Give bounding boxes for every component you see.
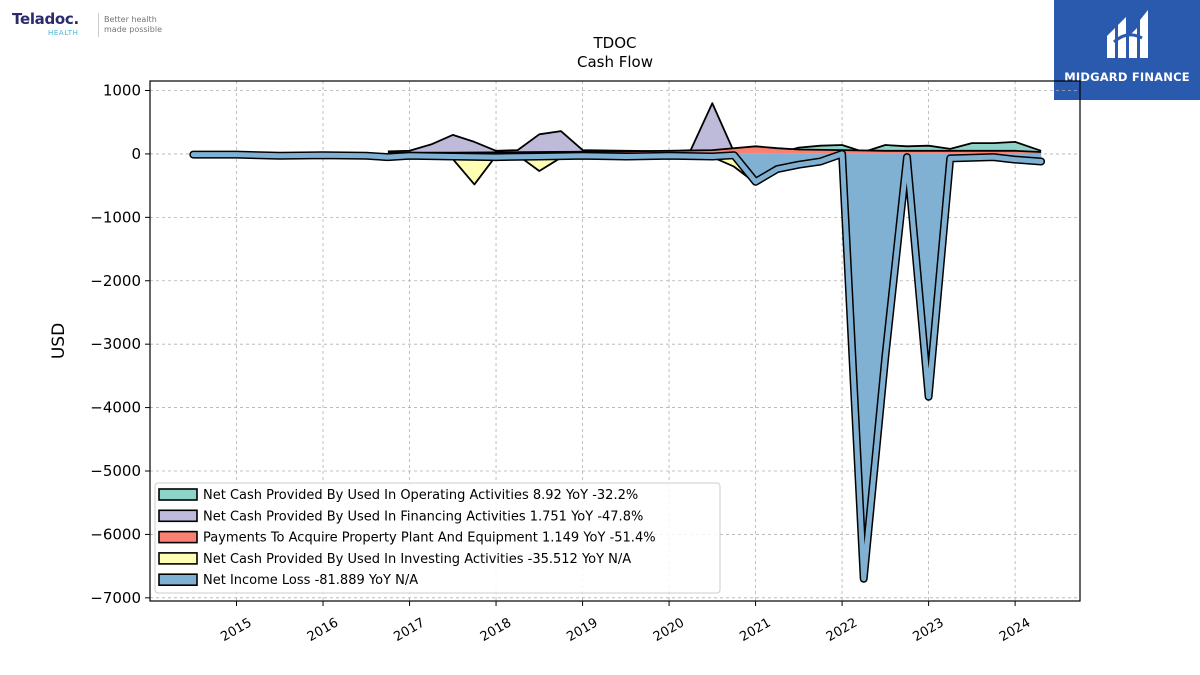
chart-subtitle: Cash Flow bbox=[577, 53, 653, 71]
midgard-finance-logo: MIDGARD FINANCE bbox=[1054, 0, 1200, 100]
legend-swatch bbox=[158, 573, 198, 587]
legend-box bbox=[154, 482, 721, 594]
plot-frame bbox=[149, 80, 1081, 602]
y-tick-label: 0 bbox=[131, 145, 141, 163]
y-tick-label: −4000 bbox=[90, 399, 141, 417]
net-income-line bbox=[190, 151, 1044, 582]
x-tick-label: 2016 bbox=[305, 615, 341, 645]
midgard-finance-logo-name: MIDGARD FINANCE bbox=[1064, 70, 1190, 84]
series-area-3 bbox=[387, 153, 1042, 185]
x-tick-label: 2019 bbox=[564, 615, 600, 645]
y-tick-label: 1000 bbox=[103, 82, 141, 100]
x-tick-label: 2015 bbox=[218, 615, 254, 645]
y-tick-label: −6000 bbox=[90, 525, 141, 543]
legend-swatch bbox=[158, 509, 198, 523]
series-area-4 bbox=[193, 153, 1042, 579]
y-tick-label: −5000 bbox=[90, 462, 141, 480]
x-tick-label: 2020 bbox=[651, 615, 687, 645]
x-tick-label: 2023 bbox=[910, 615, 946, 645]
series-area-1 bbox=[387, 103, 1042, 154]
y-tick-label: −2000 bbox=[90, 272, 141, 290]
chart-title: TDOC bbox=[593, 34, 637, 52]
legend-entry: Net Cash Provided By Used In Operating A… bbox=[203, 488, 638, 503]
teladoc-logo-sub: HEALTH bbox=[48, 29, 79, 37]
midgard-finance-logo-icon bbox=[1107, 10, 1148, 58]
x-tick-label: 2021 bbox=[737, 615, 773, 645]
teladoc-logo-divider bbox=[98, 13, 99, 37]
legend-entry: Payments To Acquire Property Plant And E… bbox=[203, 531, 656, 546]
legend-swatch bbox=[158, 552, 198, 565]
teladoc-logo: Teladoc. HEALTH Better health made possi… bbox=[12, 10, 172, 44]
legend-entry: Net Income Loss -81.889 YoY N/A bbox=[203, 573, 418, 588]
teladoc-logo-tagline: Better health made possible bbox=[98, 15, 162, 35]
y-tick-label: −7000 bbox=[90, 589, 141, 607]
y-axis-label: USD bbox=[49, 323, 69, 359]
teladoc-logo-name: Teladoc. bbox=[12, 10, 79, 28]
x-tick-label: 2018 bbox=[478, 615, 514, 645]
series-line-2 bbox=[387, 145, 1042, 154]
legend-swatch bbox=[158, 488, 198, 501]
y-tick-label: −3000 bbox=[90, 335, 141, 353]
teladoc-tagline-line-1: Better health bbox=[104, 15, 157, 24]
teladoc-tagline-line-2: made possible bbox=[104, 25, 162, 34]
legend-entry: Net Cash Provided By Used In Financing A… bbox=[203, 509, 643, 524]
x-tick-label: 2022 bbox=[824, 615, 860, 645]
x-tick-label: 2017 bbox=[391, 615, 427, 645]
legend-swatch bbox=[158, 530, 198, 544]
x-tick-label: 2024 bbox=[997, 615, 1033, 645]
legend-entry: Net Cash Provided By Used In Investing A… bbox=[203, 552, 631, 567]
legend: Net Cash Provided By Used In Operating A… bbox=[154, 482, 721, 594]
series-layer bbox=[189, 102, 1046, 583]
y-tick-label: −1000 bbox=[90, 208, 141, 226]
